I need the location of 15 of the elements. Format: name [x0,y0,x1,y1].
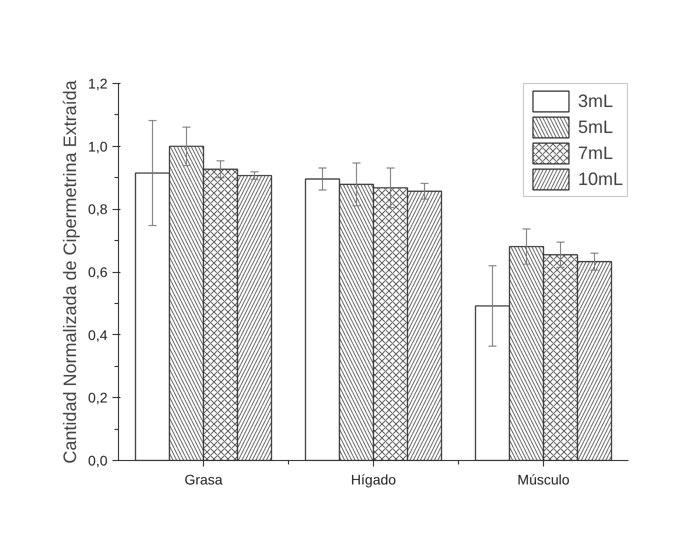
x-tick-label: Músculo [517,472,570,488]
legend-label: 10mL [578,168,623,190]
x-tick-label: Hígado [350,472,396,488]
legend-label: 7mL [578,142,613,164]
y-tick-label: 0,2 [88,390,108,406]
y-tick-label: 1,2 [88,76,108,92]
legend-label: 5mL [578,116,613,138]
y-tick-label: 1,0 [88,138,108,154]
y-tick-label: 0,6 [88,264,108,280]
y-tick-label: 0,4 [88,326,108,343]
legend-label: 3mL [578,90,613,112]
y-tick-label: 0,8 [88,201,108,218]
y-tick-label: 0,0 [88,452,108,468]
x-tick-label: Grasa [184,472,223,488]
y-axis-title: Cantidad Normalizada de Cipermetrina Extraída [60,79,80,464]
